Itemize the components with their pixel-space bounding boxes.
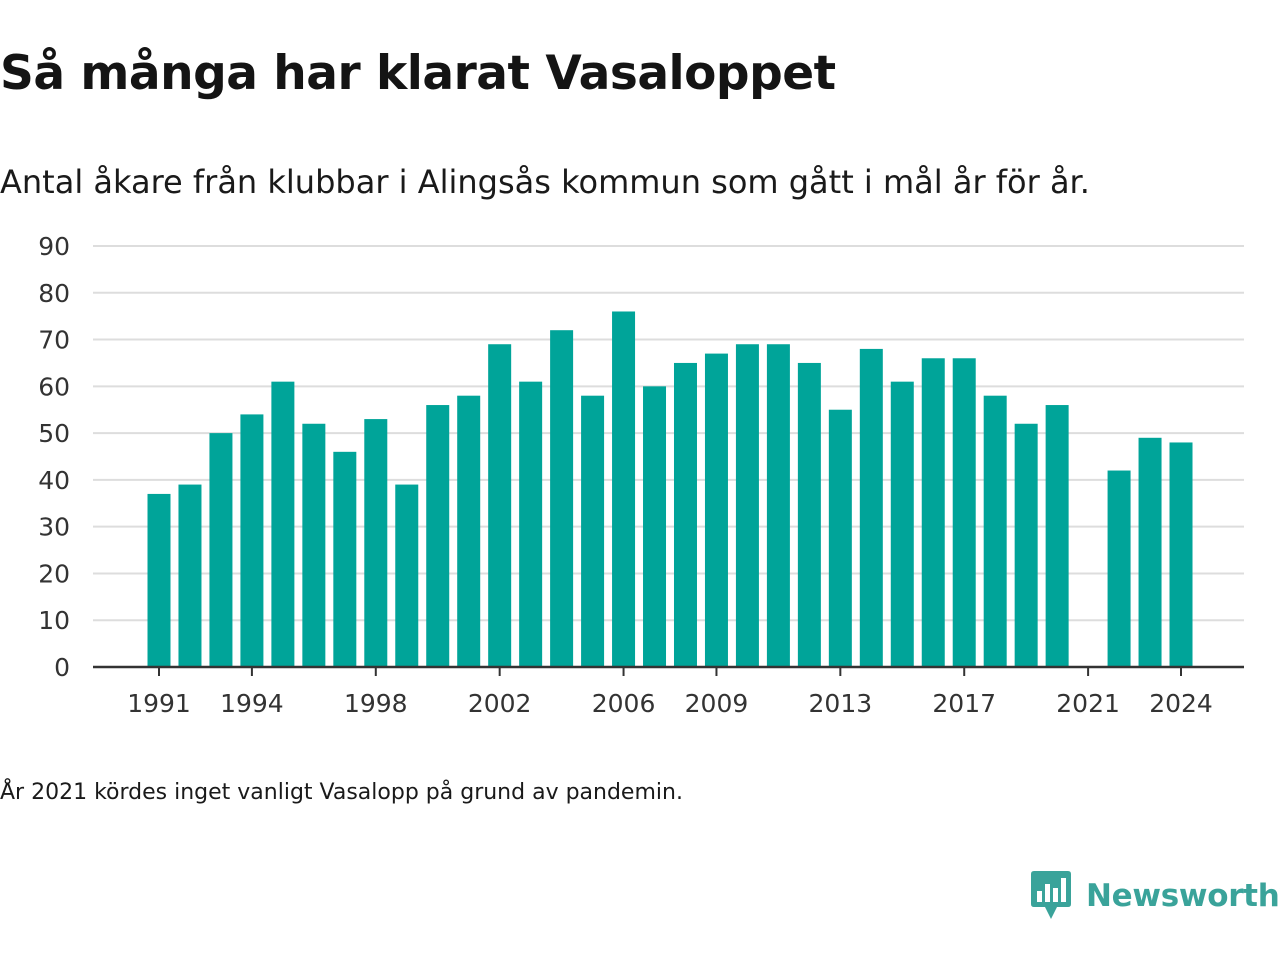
bar-2016	[921, 358, 945, 667]
gridlines	[93, 245, 1244, 622]
bar-chart: 0 10 20 30 40 50 60 70 80 90 1991 1994 1998 2002 2006…	[38, 232, 1244, 718]
bars	[147, 311, 1193, 667]
x-tick-label-2006: 2006	[592, 689, 656, 718]
bar-2009	[704, 353, 728, 667]
x-tick-label-2009: 2009	[685, 689, 749, 718]
bar-2012	[797, 362, 821, 667]
bar-2013	[828, 409, 852, 667]
y-tick-label-40: 40	[38, 466, 70, 495]
x-tick-label-1998: 1998	[344, 689, 408, 718]
bar-1996	[302, 423, 326, 667]
y-tick-label-10: 10	[38, 606, 70, 635]
bar-2019	[1014, 423, 1038, 667]
brand-name: Newsworthy	[1086, 878, 1280, 914]
y-tick-label-60: 60	[38, 372, 70, 401]
bar-2010	[735, 344, 759, 667]
x-tick-label-1991: 1991	[127, 689, 191, 718]
bar-2005	[581, 395, 605, 667]
bar-2000	[426, 405, 450, 667]
y-tick-label-0: 0	[54, 653, 70, 682]
chart-title: Så många har klarat Vasaloppet	[0, 46, 836, 101]
bar-1992	[178, 484, 202, 667]
x-axis-ticks: 1991 1994 1998 2002 2006 2009 2013 2017 2021 2024	[127, 667, 1213, 718]
x-tick-label-2017: 2017	[932, 689, 996, 718]
bar-2014	[859, 348, 883, 667]
bar-1993	[209, 433, 233, 667]
footnote: År 2021 kördes inget vanligt Vasalopp på…	[0, 780, 683, 805]
newsworthy-logo-icon	[1031, 871, 1071, 919]
y-tick-label-90: 90	[38, 232, 70, 261]
bar-2003	[519, 381, 543, 667]
bar-2024	[1169, 442, 1193, 667]
x-tick-label-1994: 1994	[220, 689, 284, 718]
bar-2020	[1045, 405, 1069, 667]
bar-1994	[240, 414, 264, 667]
x-tick-label-2024: 2024	[1149, 689, 1213, 718]
bar-1995	[271, 381, 295, 667]
brand-logo[interactable]: Newsworthy	[1031, 870, 1280, 922]
bar-2023	[1138, 437, 1162, 667]
bar-2017	[952, 358, 976, 667]
x-tick-label-2013: 2013	[809, 689, 873, 718]
y-tick-label-30: 30	[38, 513, 70, 542]
bar-1999	[395, 484, 419, 667]
x-tick-label-2002: 2002	[468, 689, 532, 718]
bar-2007	[643, 386, 667, 667]
bar-1997	[333, 451, 357, 667]
bar-2001	[457, 395, 481, 667]
bar-2002	[488, 344, 512, 667]
y-tick-label-70: 70	[38, 326, 70, 355]
bar-2006	[612, 311, 636, 667]
bar-1998	[364, 419, 388, 667]
y-tick-label-80: 80	[38, 279, 70, 308]
bar-2008	[673, 362, 697, 667]
y-axis-tick-labels: 0 10 20 30 40 50 60 70 80 90	[38, 232, 70, 682]
y-tick-label-50: 50	[38, 419, 70, 448]
bar-2011	[766, 344, 790, 667]
x-tick-label-2021: 2021	[1056, 689, 1120, 718]
bar-2015	[890, 381, 914, 667]
chart-subtitle: Antal åkare från klubbar i Alingsås komm…	[0, 163, 1090, 201]
bar-2022	[1107, 470, 1131, 667]
bar-2004	[550, 330, 574, 667]
bar-2018	[983, 395, 1007, 667]
bar-1991	[147, 493, 171, 667]
y-tick-label-20: 20	[38, 559, 70, 588]
